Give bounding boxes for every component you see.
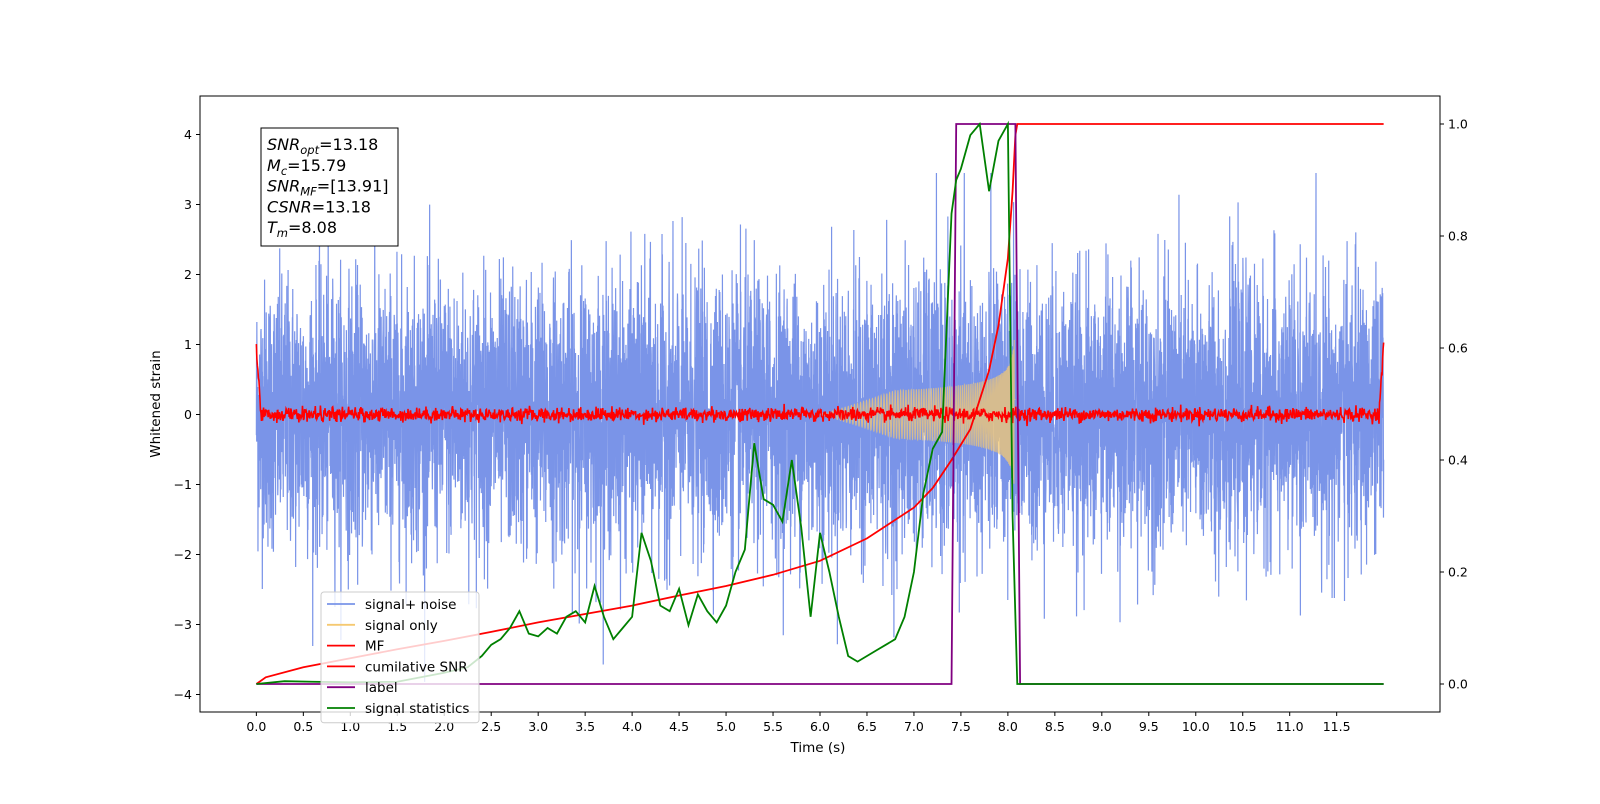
x-tick-label: 0.0 xyxy=(246,719,266,734)
y2-tick-label: 0.2 xyxy=(1448,565,1468,580)
x-tick-label: 5.0 xyxy=(716,719,736,734)
x-tick-label: 2.5 xyxy=(481,719,501,734)
y-tick-label: −2 xyxy=(174,547,192,562)
y-tick-label: 4 xyxy=(184,127,192,142)
legend-label: MF xyxy=(365,639,384,655)
legend-label: signal only xyxy=(365,618,438,634)
x-tick-label: 9.0 xyxy=(1092,719,1112,734)
series-signal-noise-line xyxy=(255,172,1385,682)
series-signal-statistics-line xyxy=(256,120,1384,685)
y-tick-label: 0 xyxy=(184,407,192,422)
y-axis-right: 0.0 0.2 0.4 0.6 0.8 1.0 xyxy=(1440,117,1468,692)
x-tick-label: 8.0 xyxy=(998,719,1018,734)
x-tick-label: 6.0 xyxy=(810,719,830,734)
x-tick-label: 3.0 xyxy=(528,719,548,734)
x-tick-label: 9.5 xyxy=(1139,719,1159,734)
annotation-line: SNRMF=[13.91] xyxy=(267,177,389,199)
x-tick-label: 5.5 xyxy=(763,719,783,734)
x-tick-label: 7.0 xyxy=(904,719,924,734)
y-tick-label: 1 xyxy=(184,337,192,352)
legend-label: cumilative SNR xyxy=(365,659,468,675)
y-axis-left: −4 −3 −2 −1 0 1 2 3 4 xyxy=(174,127,200,702)
y-tick-label: −3 xyxy=(174,617,192,632)
x-axis: 0.0 0.5 1.0 1.5 2.0 2.5 3.0 3.5 4.0 4.5 5.0 5.5 6.0 6… xyxy=(246,712,1351,734)
x-tick-label: 7.5 xyxy=(951,719,971,734)
x-axis-label: Time (s) xyxy=(790,740,846,756)
snr-annotation-box: SNRopt=13.18Mc=15.79SNRMF=[13.91]CSNR=13… xyxy=(260,127,399,247)
y-tick-label: 3 xyxy=(184,197,192,212)
x-tick-label: 10.5 xyxy=(1229,719,1257,734)
x-tick-label: 8.5 xyxy=(1045,719,1065,734)
y-tick-label: 2 xyxy=(184,267,192,282)
annotation-frame xyxy=(260,127,399,247)
legend-frame xyxy=(320,591,480,724)
series-mf-line xyxy=(255,342,1385,427)
y2-tick-label: 0.0 xyxy=(1448,677,1468,692)
y2-tick-label: 0.4 xyxy=(1448,453,1468,468)
y-tick-label: −1 xyxy=(174,477,192,492)
x-tick-label: 0.5 xyxy=(293,719,313,734)
legend-label: signal+ noise xyxy=(365,597,456,613)
legend-label: label xyxy=(365,680,398,696)
annotation-line: CSNR=13.18 xyxy=(267,197,371,216)
x-tick-label: 3.5 xyxy=(575,719,595,734)
y2-tick-label: 0.6 xyxy=(1448,341,1468,356)
annotation-line: Tm=8.08 xyxy=(267,218,337,240)
annotation-line: SNRopt=13.18 xyxy=(267,135,378,157)
x-tick-label: 4.5 xyxy=(669,719,689,734)
y2-tick-label: 0.8 xyxy=(1448,229,1468,244)
y2-tick-label: 1.0 xyxy=(1448,117,1468,132)
y-axis-label: Whitened strain xyxy=(148,350,164,457)
x-tick-label: 10.0 xyxy=(1182,719,1210,734)
annotation-line: Mc=15.79 xyxy=(267,156,346,178)
legend: signal+ noise signal only MF cumilative SNR… xyxy=(320,591,480,724)
series-signal-only-line xyxy=(819,339,1016,484)
x-tick-label: 11.0 xyxy=(1276,719,1304,734)
x-tick-label: 6.5 xyxy=(857,719,877,734)
y-tick-label: −4 xyxy=(174,687,192,702)
x-tick-label: 11.5 xyxy=(1323,719,1351,734)
x-tick-label: 4.0 xyxy=(622,719,642,734)
legend-label: signal statistics xyxy=(365,701,469,717)
